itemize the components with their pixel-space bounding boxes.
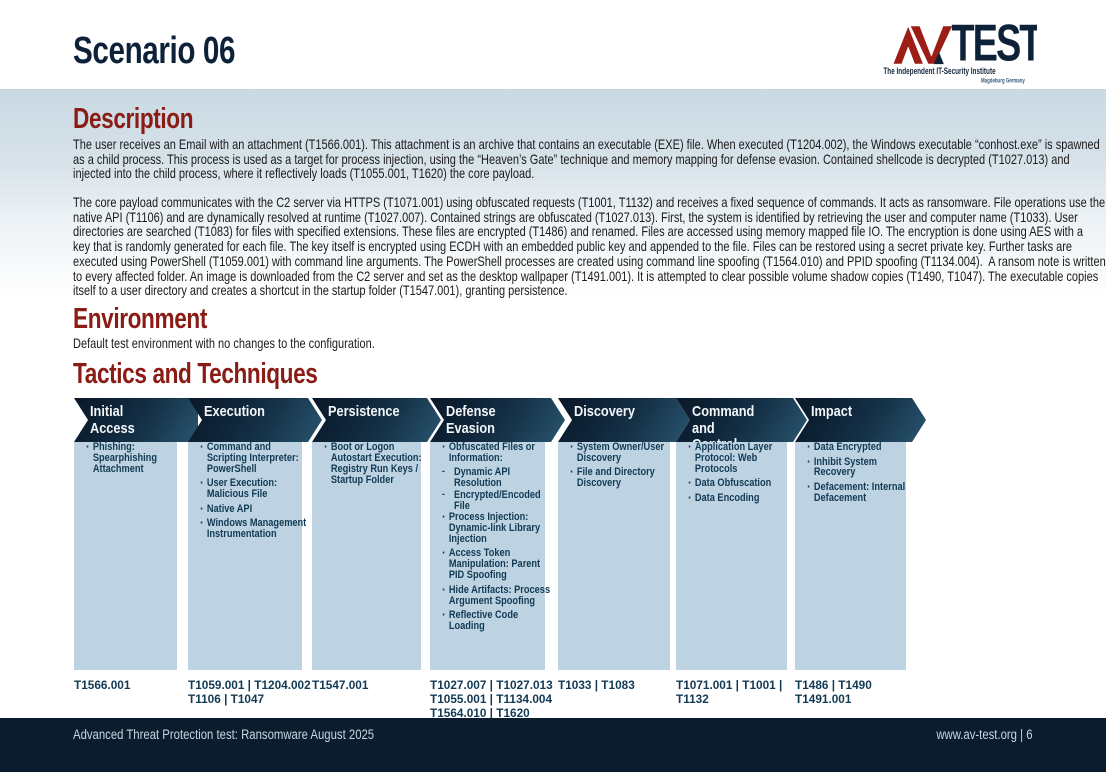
- svg-text:The Independent IT-Security In: The Independent IT-Security Institute: [883, 66, 995, 76]
- svg-text:Magdeburg Germany: Magdeburg Germany: [981, 78, 1025, 85]
- svg-text:TEST: TEST: [951, 14, 1037, 72]
